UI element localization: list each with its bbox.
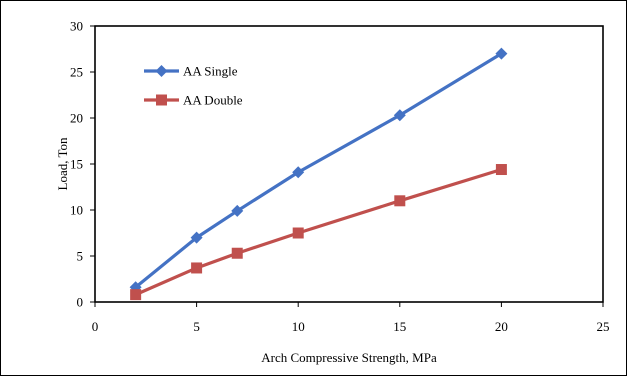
plot-border [94, 25, 604, 303]
y-tick-label: 0 [77, 295, 84, 310]
data-point [495, 164, 507, 176]
data-point [495, 47, 508, 60]
y-tick-label: 30 [70, 19, 83, 34]
series-layer [129, 47, 508, 301]
x-tick-label: 5 [193, 319, 200, 334]
plot-area [94, 25, 604, 303]
data-point [231, 204, 244, 217]
data-point [394, 195, 406, 207]
series-2 [130, 164, 507, 301]
y-tick-label: 25 [70, 65, 83, 80]
series-line [134, 167, 502, 297]
data-point [292, 227, 304, 239]
legend-marker [156, 94, 167, 106]
x-tick-label: 15 [393, 319, 406, 334]
y-tick-label: 15 [70, 157, 83, 172]
legend-item: AA Double [144, 93, 243, 108]
y-tick-label: 20 [70, 111, 83, 126]
legend-item: AA Single [144, 64, 238, 79]
data-point [292, 166, 305, 179]
legend: AA Single AA Double [144, 64, 243, 108]
data-point [393, 109, 406, 122]
data-point [231, 247, 243, 259]
x-axis-title: Arch Compressive Strength, MPa [261, 350, 437, 365]
series-line [134, 52, 503, 289]
data-point [190, 231, 203, 244]
data-point [130, 289, 142, 301]
x-tick-label: 20 [495, 319, 508, 334]
x-tick-label: 10 [292, 319, 305, 334]
axes: 0 5 10 15 20 25 0 5 10 15 20 25 30 [70, 19, 610, 335]
y-tick-label: 10 [70, 203, 83, 218]
legend-marker [155, 65, 168, 77]
data-point [191, 262, 203, 274]
y-axis-title: Load, Ton [55, 137, 70, 191]
x-tick-label: 0 [92, 319, 99, 334]
series-1 [129, 47, 508, 294]
legend-label: AA Double [183, 93, 243, 108]
legend-label: AA Single [183, 64, 238, 79]
y-tick-label: 5 [77, 249, 84, 264]
x-tick-label: 25 [597, 319, 610, 334]
